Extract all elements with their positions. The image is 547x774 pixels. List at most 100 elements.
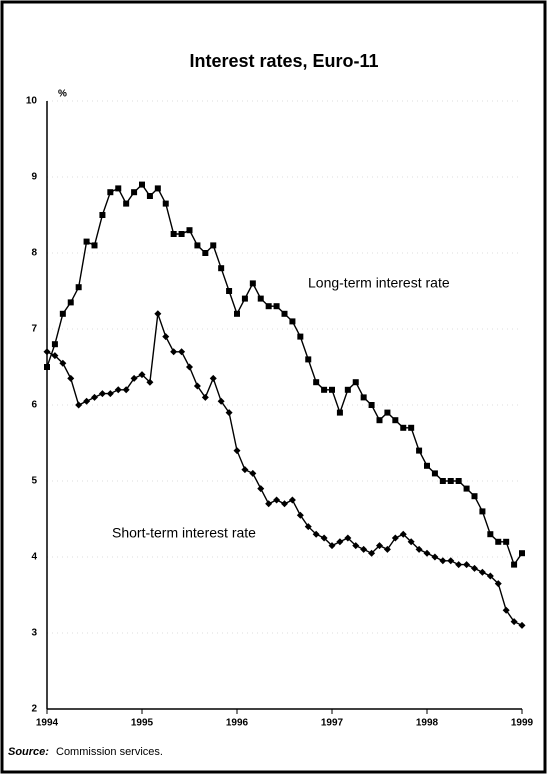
marker: [416, 447, 423, 454]
series-label: Short-term interest rate: [112, 525, 256, 541]
marker: [202, 250, 209, 256]
marker: [83, 397, 91, 405]
marker: [162, 333, 170, 341]
marker: [455, 478, 462, 484]
marker: [107, 189, 114, 196]
marker: [91, 242, 98, 249]
marker: [106, 390, 114, 398]
marker: [360, 394, 367, 401]
marker: [320, 534, 328, 542]
marker: [336, 409, 343, 416]
marker: [233, 447, 241, 455]
source-text: Commission services.: [56, 746, 163, 758]
marker: [257, 485, 265, 493]
marker: [115, 185, 122, 192]
marker: [193, 382, 201, 390]
source-label: Source:: [8, 746, 49, 758]
y-tick-label: 5: [31, 476, 37, 487]
x-tick-label: 1995: [131, 718, 154, 729]
series-line: [46, 183, 523, 567]
marker: [511, 561, 518, 568]
marker: [130, 374, 138, 382]
marker: [131, 189, 138, 196]
marker: [415, 545, 423, 553]
y-tick-label: 6: [31, 400, 37, 411]
marker: [478, 568, 486, 576]
marker: [98, 390, 106, 398]
marker: [265, 500, 273, 508]
marker: [59, 310, 66, 317]
marker: [170, 348, 178, 356]
marker: [368, 402, 375, 408]
marker: [91, 393, 98, 401]
marker: [99, 212, 106, 218]
marker: [439, 557, 447, 565]
marker: [154, 185, 161, 192]
marker: [75, 401, 83, 409]
marker: [289, 318, 296, 325]
marker: [486, 572, 494, 580]
marker: [59, 359, 67, 367]
marker: [312, 530, 320, 538]
marker: [383, 545, 391, 553]
y-tick-label: 9: [31, 172, 37, 183]
marker: [123, 200, 130, 207]
marker: [186, 363, 193, 371]
marker: [122, 386, 130, 394]
marker: [234, 310, 240, 317]
marker: [75, 284, 82, 291]
marker: [352, 379, 359, 386]
marker: [241, 295, 248, 302]
marker: [336, 538, 344, 546]
marker: [67, 299, 74, 306]
marker: [114, 386, 122, 394]
marker: [281, 500, 288, 508]
y-tick-label: 2: [31, 704, 37, 715]
marker: [344, 386, 351, 393]
marker: [178, 231, 185, 237]
marker: [391, 534, 399, 542]
marker: [305, 356, 312, 363]
y-unit: %: [58, 89, 67, 100]
marker: [170, 231, 177, 237]
x-tick-label: 1996: [226, 718, 249, 729]
marker: [400, 424, 407, 431]
marker: [392, 417, 399, 424]
marker: [447, 557, 455, 565]
marker: [384, 409, 391, 416]
marker: [399, 530, 407, 538]
marker: [407, 538, 415, 546]
marker: [218, 265, 225, 272]
marker: [249, 469, 257, 477]
marker: [439, 478, 446, 484]
marker: [360, 545, 368, 553]
marker: [186, 227, 193, 234]
marker: [281, 310, 288, 317]
marker: [146, 193, 153, 199]
marker: [313, 379, 320, 386]
marker: [226, 288, 233, 294]
marker: [471, 564, 478, 572]
marker: [210, 242, 217, 249]
marker: [273, 303, 280, 310]
marker: [217, 397, 225, 405]
x-tick-label: 1997: [321, 718, 344, 729]
marker: [139, 181, 145, 188]
x-tick-label: 1999: [511, 718, 534, 729]
marker: [455, 561, 463, 569]
marker: [424, 462, 430, 469]
marker: [257, 295, 264, 302]
marker: [487, 531, 494, 538]
x-tick-label: 1998: [416, 718, 439, 729]
marker: [494, 580, 502, 588]
y-tick-label: 8: [31, 248, 37, 259]
marker: [344, 534, 352, 542]
marker: [463, 561, 471, 569]
marker: [241, 466, 249, 474]
marker: [201, 393, 209, 401]
marker: [471, 493, 478, 500]
marker: [352, 542, 360, 550]
marker: [249, 280, 256, 287]
marker: [519, 550, 525, 557]
